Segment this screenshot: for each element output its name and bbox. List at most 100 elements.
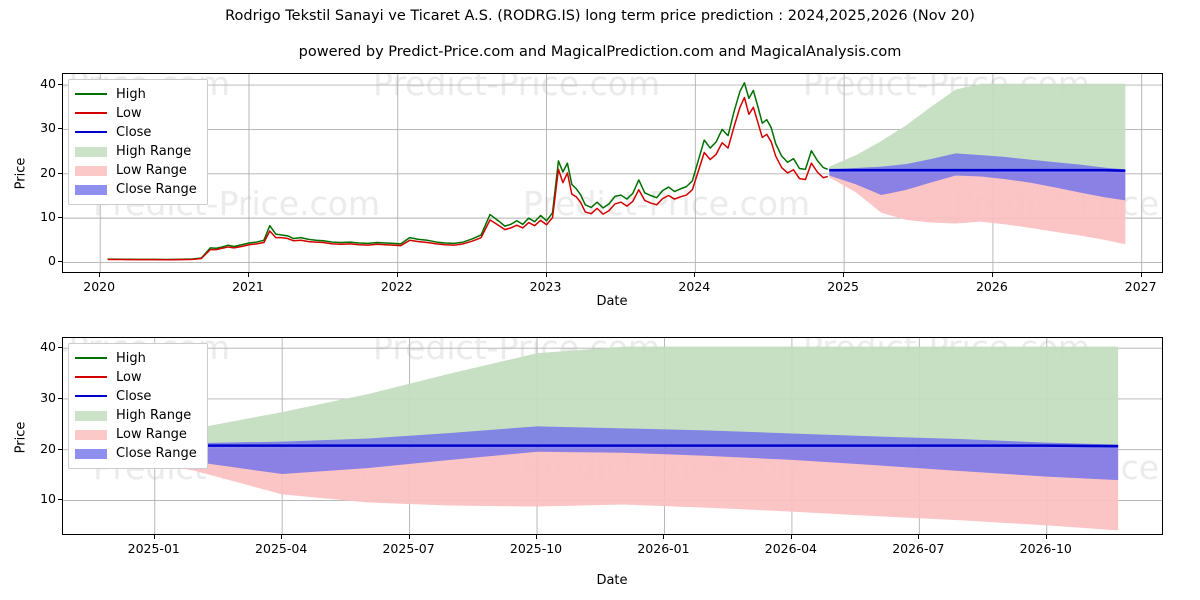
- high-line: [107, 82, 829, 261]
- top-legend-item-low[interactable]: Low: [75, 104, 200, 123]
- close-line: [103, 444, 1119, 448]
- top-x-tick-label: 2025: [827, 279, 860, 294]
- top-x-tick-mark: [247, 273, 249, 277]
- bottom-y-tick-mark: [58, 499, 62, 501]
- high-range-band: [103, 346, 1119, 446]
- bottom-xaxis-label: Date: [596, 573, 628, 588]
- low-line: [107, 96, 828, 261]
- bottom-x-tick-label: 2025-07: [382, 541, 435, 556]
- bottom-x-tick-mark: [1045, 535, 1047, 539]
- bottom-legend-swatch-icon: [75, 390, 107, 403]
- high-range-band: [829, 83, 1126, 170]
- bottom-y-tick-mark: [58, 347, 62, 349]
- top-y-tick-mark: [58, 217, 62, 219]
- top-legend-label: Close: [116, 125, 152, 140]
- bottom-panel: Predict-Price.comPredict-Price.comPredic…: [0, 320, 1200, 600]
- close-range-band: [103, 426, 1119, 481]
- top-plot-area: Predict-Price.com Predict-Price.com Predic…: [62, 73, 1163, 273]
- bottom-y-tick-label: 20: [40, 440, 56, 456]
- bottom-x-tick-label: 2026-04: [764, 541, 817, 556]
- top-legend-marker: [75, 93, 107, 96]
- bottom-plot-area: Predict-Price.comPredict-Price.comPredic…: [62, 337, 1163, 535]
- bottom-legend-label: Low Range: [116, 427, 187, 442]
- low-range-band: [829, 172, 1126, 245]
- top-legend: High Low Close High Range Low Range Close Ran…: [68, 79, 208, 205]
- bottom-legend-swatch-icon: [75, 371, 107, 384]
- top-panel: Predict-Price.com Predict-Price.com Predic…: [13, 73, 1163, 309]
- bottom-legend-item-close-range[interactable]: Close Range: [75, 444, 200, 463]
- top-xaxis-label: Date: [596, 294, 628, 309]
- top-legend-marker: [75, 131, 107, 134]
- bottom-legend-marker: [75, 429, 107, 440]
- top-legend-item-close-range[interactable]: Close Range: [75, 180, 200, 199]
- bottom-x-tick-label: 2026-10: [1019, 541, 1072, 556]
- top-yaxis-label: Price: [13, 157, 29, 190]
- bottom-legend-swatch-icon: [75, 409, 107, 422]
- top-x-tick-label: 2021: [232, 279, 264, 294]
- top-legend-swatch-icon: [75, 164, 107, 177]
- bottom-x-tick-mark: [918, 535, 920, 539]
- top-legend-label: Close Range: [116, 182, 197, 197]
- bottom-legend-marker: [75, 357, 107, 360]
- bottom-x-tick-mark: [663, 535, 665, 539]
- top-legend-item-low-range[interactable]: Low Range: [75, 161, 200, 180]
- bottom-legend-marker: [75, 395, 107, 398]
- bottom-legend-label: Close: [116, 389, 152, 404]
- top-legend-marker: [75, 112, 107, 115]
- top-legend-item-high[interactable]: High: [75, 85, 200, 104]
- bottom-y-tick-label: 10: [40, 491, 56, 507]
- top-legend-marker: [75, 165, 107, 176]
- bottom-legend-item-low[interactable]: Low: [75, 368, 200, 387]
- bottom-x-tick-mark: [153, 535, 155, 539]
- top-legend-label: Low: [116, 106, 142, 121]
- top-legend-swatch-icon: [75, 126, 107, 139]
- bottom-y-tick-label: 30: [40, 389, 56, 405]
- top-legend-swatch-icon: [75, 145, 107, 158]
- bottom-x-tick-label: 2026-07: [892, 541, 945, 556]
- bottom-x-tick-label: 2026-01: [637, 541, 690, 556]
- top-x-tick-label: 2027: [1124, 279, 1157, 294]
- top-legend-label: High Range: [116, 144, 192, 159]
- top-legend-label: Low Range: [116, 163, 187, 178]
- bottom-x-tick-label: 2025-04: [255, 541, 308, 556]
- bottom-legend-label: High Range: [116, 408, 192, 423]
- top-x-tick-label: 2026: [975, 279, 1008, 294]
- bottom-x-tick-mark: [790, 535, 792, 539]
- top-legend-item-close[interactable]: Close: [75, 123, 200, 142]
- bottom-legend-item-low-range[interactable]: Low Range: [75, 425, 200, 444]
- bottom-legend-label: Low: [116, 370, 142, 385]
- bottom-x-tick-label: 2025-10: [509, 541, 563, 556]
- bottom-legend-item-high-range[interactable]: High Range: [75, 406, 200, 425]
- top-legend-swatch-icon: [75, 107, 107, 120]
- chart-title: Rodrigo Tekstil Sanayi ve Ticaret A.S. (…: [225, 8, 975, 24]
- top-y-tick-label: 20: [40, 164, 56, 180]
- top-legend-label: High: [116, 87, 146, 102]
- top-legend-item-high-range[interactable]: High Range: [75, 142, 200, 161]
- top-y-tick-mark: [58, 128, 62, 130]
- bottom-yaxis-label: Price: [13, 421, 29, 454]
- bottom-legend-marker: [75, 376, 107, 379]
- bottom-legend-item-high[interactable]: High: [75, 349, 200, 368]
- bottom-legend-item-close[interactable]: Close: [75, 387, 200, 406]
- bottom-legend: High Low Close High Range Low Range Close Ran…: [68, 343, 208, 469]
- bottom-legend-swatch-icon: [75, 428, 107, 441]
- bottom-legend-swatch-icon: [75, 352, 107, 365]
- bottom-legend-swatch-icon: [75, 447, 107, 460]
- top-y-tick-mark: [58, 261, 62, 263]
- top-x-tick-mark: [843, 273, 845, 277]
- top-x-tick-mark: [545, 273, 547, 277]
- top-y-tick-label: 30: [40, 120, 56, 136]
- bottom-y-tick-mark: [58, 448, 62, 450]
- bottom-y-tick-mark: [58, 397, 62, 399]
- low-range-band: [103, 448, 1119, 531]
- bottom-legend-marker: [75, 448, 107, 459]
- top-x-tick-label: 2023: [529, 279, 562, 294]
- top-y-tick-mark: [58, 84, 62, 86]
- top-x-tick-label: 2022: [380, 279, 413, 294]
- bottom-plot-svg: [63, 338, 1162, 534]
- bottom-legend-label: High: [116, 351, 146, 366]
- top-x-tick-label: 2024: [678, 279, 711, 294]
- top-y-tick-label: 0: [48, 253, 56, 269]
- top-x-tick-mark: [1140, 273, 1142, 277]
